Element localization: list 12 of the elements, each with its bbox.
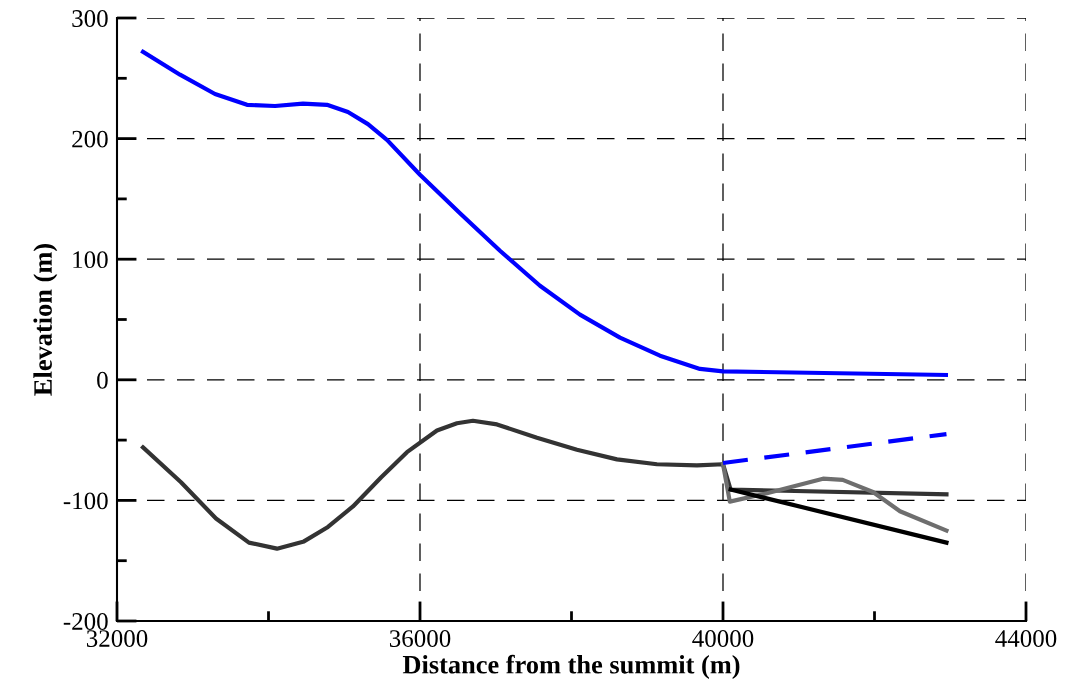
x-tick-label: 36000 (389, 630, 451, 647)
x-tick-label: 40000 (692, 630, 754, 647)
y-tick-label: 100 (73, 251, 108, 269)
y-tick-label: 200 (72, 130, 108, 148)
x-axis-title: Distance from the summit (m) (402, 654, 740, 679)
y-tick-label: 300 (72, 10, 108, 27)
y-axis-title: Elevation (m) (33, 244, 58, 396)
x-tick-label: 32000 (86, 630, 148, 647)
x-tick-label: 44000 (995, 630, 1057, 647)
y-tick-label: -100 (63, 492, 108, 510)
y-tick-label: -200 (63, 613, 108, 630)
y-tick-label: 0 (97, 371, 108, 389)
